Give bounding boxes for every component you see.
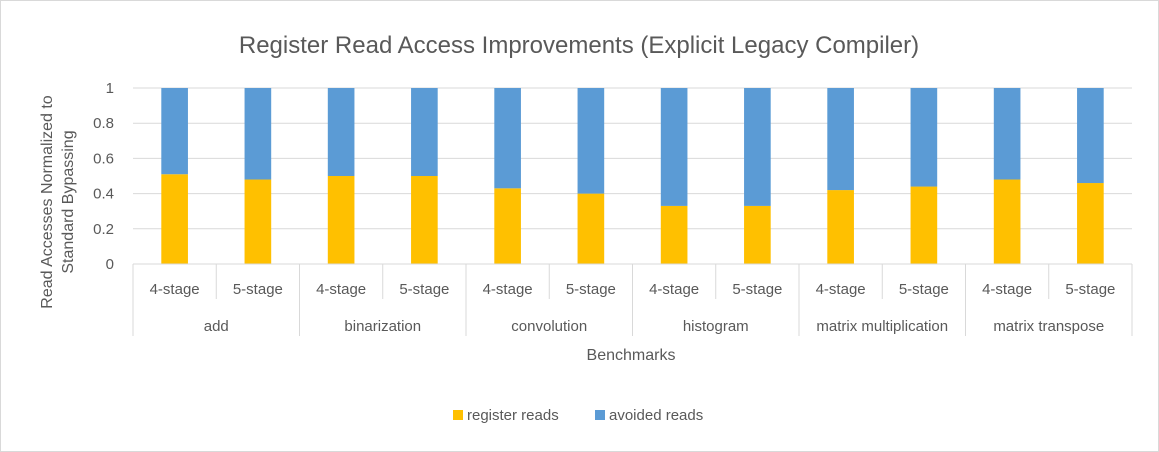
- chart-title: Register Read Access Improvements (Expli…: [239, 32, 919, 59]
- gridlines: [133, 87, 1132, 265]
- bar-register-reads: [744, 205, 771, 264]
- y-tick-label: 0.8: [93, 115, 114, 132]
- y-tick-label: 0.6: [93, 150, 114, 167]
- x-category-label: 5-stage: [732, 281, 782, 298]
- y-tick-label: 1: [106, 80, 114, 97]
- bar-register-reads: [827, 190, 854, 264]
- x-category-label: 5-stage: [566, 281, 616, 298]
- bar-avoided-reads: [910, 88, 938, 187]
- x-category-label: 5-stage: [399, 281, 449, 298]
- bar-avoided-reads: [577, 88, 605, 194]
- x-category-label: 5-stage: [233, 281, 283, 298]
- y-tick-label: 0.4: [93, 186, 114, 203]
- x-category-label: 4-stage: [816, 281, 866, 298]
- x-axis: 4-stage 5-stage 4-stage 5-stage 4-stage 5-sta…: [132, 263, 1133, 336]
- bar-register-reads: [161, 174, 188, 264]
- x-category-label: 5-stage: [899, 281, 949, 298]
- bar-register-reads: [993, 179, 1021, 264]
- x-category-label: 4-stage: [982, 281, 1032, 298]
- bar-avoided-reads: [827, 88, 854, 191]
- bar-avoided-reads: [244, 88, 272, 180]
- bar-register-reads: [327, 176, 355, 264]
- bar-register-reads: [660, 205, 688, 264]
- x-group-label: matrix multiplication: [816, 318, 948, 335]
- bar-avoided-reads: [744, 88, 771, 206]
- y-axis-title: Read Accesses Normalized to Standard Bypa…: [39, 95, 77, 309]
- bar-avoided-reads: [327, 88, 355, 176]
- legend-label: avoided reads: [609, 407, 703, 424]
- bar-register-reads: [1077, 183, 1104, 264]
- bar-avoided-reads: [411, 88, 438, 176]
- bar-avoided-reads: [161, 88, 188, 175]
- bar-register-reads: [411, 176, 438, 264]
- x-category-label: 4-stage: [483, 281, 533, 298]
- bar-avoided-reads: [494, 88, 521, 189]
- x-group-label: add: [204, 318, 229, 335]
- x-group-label: histogram: [683, 318, 749, 335]
- x-category-label: 5-stage: [1065, 281, 1115, 298]
- x-group-label: convolution: [511, 318, 587, 335]
- y-axis-title-line: Standard Bypassing: [60, 130, 77, 273]
- x-category-label: 4-stage: [150, 281, 200, 298]
- y-tick-label: 0: [106, 256, 114, 273]
- y-axis: 0 0.2 0.4 0.6 0.8 1: [93, 80, 114, 273]
- legend-label: register reads: [467, 407, 559, 424]
- y-axis-title-line: Read Accesses Normalized to: [39, 95, 56, 309]
- bar-register-reads: [494, 188, 521, 264]
- x-group-label: binarization: [344, 318, 421, 335]
- y-tick-label: 0.2: [93, 221, 114, 238]
- x-category-label: 4-stage: [316, 281, 366, 298]
- bar-avoided-reads: [1077, 88, 1104, 184]
- x-group-label: matrix transpose: [993, 318, 1104, 335]
- x-axis-title: Benchmarks: [587, 347, 676, 364]
- bar-avoided-reads: [993, 88, 1021, 180]
- legend-swatch: [453, 410, 463, 420]
- bar-register-reads: [244, 179, 272, 264]
- bars: [161, 88, 1104, 264]
- x-category-label: 4-stage: [649, 281, 699, 298]
- legend-swatch: [595, 410, 605, 420]
- bar-avoided-reads: [660, 88, 688, 206]
- legend: register reads avoided reads: [453, 407, 703, 424]
- bar-register-reads: [910, 186, 938, 264]
- bar-register-reads: [577, 193, 605, 264]
